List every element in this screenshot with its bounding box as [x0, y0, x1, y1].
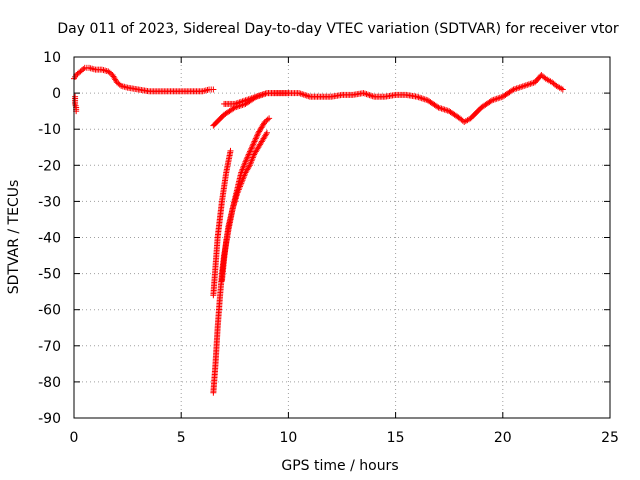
data-point [418, 95, 425, 102]
data-point [360, 90, 367, 97]
data-point [440, 106, 447, 113]
data-points [71, 64, 566, 396]
x-tick-label: 15 [387, 430, 405, 446]
data-point [515, 84, 522, 91]
data-point [509, 87, 516, 94]
data-point [245, 163, 252, 170]
data-point [254, 132, 261, 139]
x-tick-label: 0 [70, 430, 79, 446]
data-point [254, 131, 261, 138]
y-tick-label: 0 [52, 86, 61, 102]
data-point [441, 106, 448, 113]
y-tick-label: 10 [43, 50, 61, 66]
x-tick-label: 5 [177, 430, 186, 446]
data-point [527, 80, 534, 87]
x-tick-label: 20 [494, 430, 512, 446]
data-point [253, 134, 260, 141]
data-point [247, 148, 254, 155]
x-tick-label: 10 [279, 430, 297, 446]
data-point [414, 93, 421, 100]
data-point [368, 92, 375, 99]
data-point [259, 91, 266, 98]
data-point [248, 145, 255, 152]
data-point [210, 86, 217, 93]
y-tick-label: -40 [38, 231, 61, 247]
y-tick-label: -80 [38, 375, 61, 391]
data-point [365, 91, 372, 98]
data-point [300, 91, 307, 98]
y-tick-label: -60 [38, 303, 61, 319]
data-point [297, 90, 304, 97]
data-point [366, 92, 373, 99]
data-point [417, 94, 424, 101]
y-tick-label: -20 [38, 158, 61, 174]
data-point [296, 90, 303, 97]
data-point [246, 150, 253, 157]
data-point [559, 86, 566, 93]
data-point [248, 144, 255, 151]
data-point [369, 93, 376, 100]
data-point [299, 91, 306, 98]
data-point [250, 139, 257, 146]
data-point [250, 141, 257, 148]
data-point [434, 103, 441, 110]
data-point [493, 95, 500, 102]
data-point [247, 147, 254, 154]
data-point [487, 98, 494, 105]
data-point [420, 95, 427, 102]
data-point [363, 91, 370, 98]
data-point [80, 66, 87, 73]
data-point [264, 116, 271, 123]
data-point [262, 90, 269, 97]
y-tick-labels: 10 0 -10 -20 -30 -40 -50 -60 -70 -80 -90 [38, 50, 61, 427]
data-point [516, 84, 523, 91]
data-point [302, 92, 309, 99]
data-point [242, 158, 249, 165]
data-point [519, 83, 526, 90]
data-point [266, 115, 273, 122]
data-point [245, 152, 252, 159]
x-tick-label: 25 [601, 430, 619, 446]
y-tick-label: -30 [38, 194, 61, 210]
data-point [245, 151, 252, 158]
data-point [251, 138, 258, 145]
data-point [252, 135, 259, 142]
data-point [525, 81, 532, 88]
data-point [285, 90, 292, 97]
chart-title: Day 011 of 2023, Sidereal Day-to-day VTE… [57, 21, 619, 37]
data-point [243, 155, 250, 162]
data-point [263, 131, 270, 138]
data-point [243, 157, 250, 164]
data-point [227, 147, 234, 154]
data-point [524, 81, 531, 88]
data-point [361, 90, 368, 97]
x-axis-label: GPS time / hours [281, 458, 398, 474]
data-point [260, 91, 267, 98]
data-point [518, 83, 525, 90]
data-point [252, 137, 259, 144]
y-tick-label: -10 [38, 122, 61, 138]
data-point [305, 93, 312, 100]
y-tick-label: -70 [38, 339, 61, 355]
data-point [495, 95, 502, 102]
y-tick-label: -90 [38, 411, 61, 427]
data-point [244, 154, 251, 161]
y-axis-label: SDTVAR / TECUs [6, 180, 22, 295]
x-tick-labels: 0 5 10 15 20 25 [70, 430, 619, 446]
data-point [415, 94, 422, 101]
data-point [249, 142, 256, 149]
data-point [541, 74, 548, 81]
data-point [116, 81, 123, 88]
data-point [522, 82, 529, 89]
data-point [303, 92, 310, 99]
axis-ticks [73, 56, 611, 419]
data-point [263, 129, 270, 136]
grid [74, 57, 610, 418]
data-point [521, 82, 528, 89]
y-tick-label: -50 [38, 267, 61, 283]
data-point [551, 81, 558, 88]
